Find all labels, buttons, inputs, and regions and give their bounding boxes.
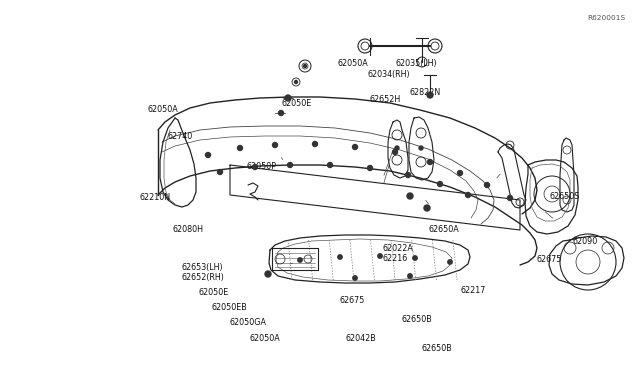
Text: R620001S: R620001S bbox=[588, 15, 626, 21]
Circle shape bbox=[413, 256, 417, 260]
Circle shape bbox=[287, 163, 292, 167]
Text: 62042B: 62042B bbox=[346, 334, 376, 343]
Text: 62050GA: 62050GA bbox=[229, 318, 266, 327]
Text: 62740: 62740 bbox=[168, 132, 193, 141]
Circle shape bbox=[285, 95, 291, 101]
Circle shape bbox=[428, 160, 433, 164]
Text: 62652(RH): 62652(RH) bbox=[181, 273, 224, 282]
Text: 62650A: 62650A bbox=[429, 225, 460, 234]
Circle shape bbox=[419, 146, 423, 150]
Text: 62217: 62217 bbox=[461, 286, 486, 295]
Circle shape bbox=[205, 153, 211, 157]
Circle shape bbox=[508, 196, 513, 201]
Circle shape bbox=[392, 150, 397, 154]
Circle shape bbox=[328, 163, 333, 167]
Circle shape bbox=[465, 192, 470, 198]
Circle shape bbox=[353, 276, 357, 280]
Circle shape bbox=[253, 164, 257, 170]
Circle shape bbox=[407, 193, 413, 199]
Circle shape bbox=[237, 145, 243, 151]
Circle shape bbox=[218, 170, 223, 174]
Text: 62034(RH): 62034(RH) bbox=[368, 70, 411, 79]
Text: 62675: 62675 bbox=[536, 255, 562, 264]
Circle shape bbox=[353, 144, 358, 150]
Text: 62653(LH): 62653(LH) bbox=[181, 263, 223, 272]
Circle shape bbox=[458, 170, 463, 176]
Text: 62050E: 62050E bbox=[282, 99, 312, 108]
Text: 62022A: 62022A bbox=[383, 244, 413, 253]
Circle shape bbox=[438, 182, 442, 186]
Text: 62035(LH): 62035(LH) bbox=[396, 60, 437, 68]
Text: 62650B: 62650B bbox=[402, 315, 433, 324]
Circle shape bbox=[265, 271, 271, 277]
Text: 62652H: 62652H bbox=[370, 95, 401, 104]
Text: 62050A: 62050A bbox=[338, 60, 369, 68]
Text: 62650S: 62650S bbox=[549, 192, 579, 201]
Text: 62822N: 62822N bbox=[410, 88, 441, 97]
Text: 62090: 62090 bbox=[573, 237, 598, 246]
Text: 62050EB: 62050EB bbox=[211, 303, 247, 312]
Circle shape bbox=[298, 258, 302, 262]
Circle shape bbox=[395, 146, 399, 150]
Circle shape bbox=[424, 205, 430, 211]
Circle shape bbox=[303, 64, 307, 67]
Circle shape bbox=[312, 141, 317, 147]
Circle shape bbox=[427, 92, 433, 98]
Text: 62050E: 62050E bbox=[198, 288, 228, 296]
Circle shape bbox=[273, 142, 278, 148]
Circle shape bbox=[338, 255, 342, 259]
Circle shape bbox=[408, 274, 412, 278]
Circle shape bbox=[448, 260, 452, 264]
Text: 62050A: 62050A bbox=[147, 105, 178, 114]
Circle shape bbox=[378, 254, 382, 258]
Text: 62650B: 62650B bbox=[421, 344, 452, 353]
Text: 62080H: 62080H bbox=[173, 225, 204, 234]
Text: 62050A: 62050A bbox=[250, 334, 280, 343]
Circle shape bbox=[484, 183, 490, 187]
Circle shape bbox=[294, 80, 298, 83]
Circle shape bbox=[367, 166, 372, 170]
Text: 62050P: 62050P bbox=[246, 162, 276, 171]
Text: 62216: 62216 bbox=[383, 254, 408, 263]
Text: 62675: 62675 bbox=[339, 296, 365, 305]
Circle shape bbox=[278, 110, 284, 115]
Circle shape bbox=[406, 173, 410, 177]
Text: 62210N: 62210N bbox=[140, 193, 171, 202]
